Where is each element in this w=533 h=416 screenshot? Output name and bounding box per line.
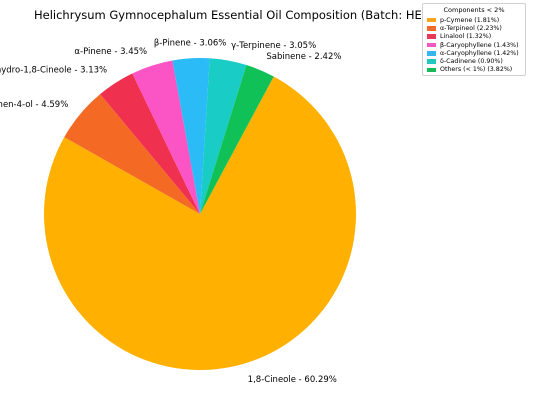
legend-label: Linalool (1.32%) <box>440 33 492 41</box>
slice-label: 1,8-Cineole - 60.29% <box>248 375 337 385</box>
legend-title: Components < 2% <box>443 6 505 14</box>
pie-slice <box>172 57 210 215</box>
pie-slice <box>44 76 357 371</box>
legend-label: α-Caryophyllene (1.42%) <box>440 49 519 57</box>
legend-item: β-Caryophyllene (1.43%) <box>427 41 521 49</box>
chart-title: Helichrysum Gymnocephalum Essential Oil … <box>34 8 462 22</box>
legend-item: p-Cymene (1.81%) <box>427 16 521 24</box>
pie-slice <box>100 73 200 214</box>
legend-swatch <box>427 67 436 73</box>
slice-label: Sabinene - 2.42% <box>266 52 341 62</box>
legend-label: δ-Cadinene (0.90%) <box>440 58 503 66</box>
pie-slice <box>200 58 247 214</box>
legend-label: β-Caryophyllene (1.43%) <box>440 41 519 49</box>
legend-swatch <box>427 59 436 64</box>
legend: Components < 2% p-Cymene (1.81%) α-Terpin… <box>422 3 526 76</box>
legend-label: Others (< 1%) (3.82%) <box>440 66 513 74</box>
legend-swatch <box>427 42 436 48</box>
pie-slice <box>64 94 200 214</box>
legend-swatch <box>427 51 436 56</box>
legend-label: α-Terpineol (2.23%) <box>440 24 502 32</box>
legend-label: p-Cymene (1.81%) <box>440 16 500 24</box>
pie-slice <box>200 65 274 214</box>
legend-item: δ-Cadinene (0.90%) <box>427 57 521 65</box>
legend-swatch <box>427 26 436 31</box>
slice-label: 2,3-Dehydro-1,8-Cineole - 3.13% <box>0 66 107 76</box>
pie-slice <box>132 60 200 215</box>
legend-item: α-Terpineol (2.23%) <box>427 24 521 32</box>
slice-label: Terpinen-4-ol - 4.59% <box>0 100 68 110</box>
legend-item: Others (< 1%) (3.82%) <box>427 66 521 74</box>
slice-label: α-Pinene - 3.45% <box>74 47 147 57</box>
legend-swatch <box>427 17 436 23</box>
slice-label: γ-Terpinene - 3.05% <box>231 41 316 51</box>
legend-item: Linalool (1.32%) <box>427 33 521 41</box>
legend-swatch <box>427 34 436 39</box>
legend-items: p-Cymene (1.81%) α-Terpineol (2.23%) Linal… <box>427 16 521 74</box>
legend-item: α-Caryophyllene (1.42%) <box>427 49 521 57</box>
slice-label: β-Pinene - 3.06% <box>154 39 227 49</box>
